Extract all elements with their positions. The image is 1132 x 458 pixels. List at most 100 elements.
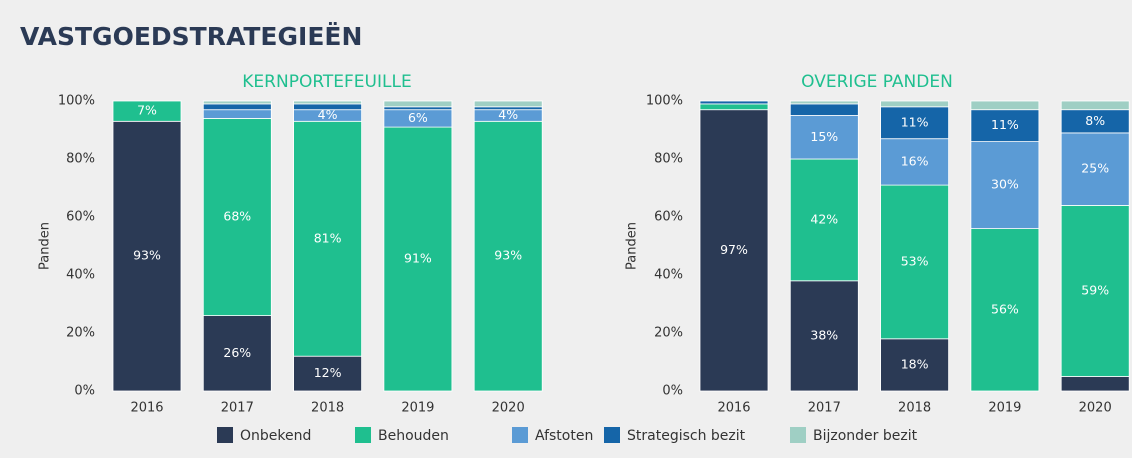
legend-swatch: [790, 427, 806, 443]
data-label: 4%: [318, 107, 338, 122]
x-tick-label: 2020: [1079, 401, 1112, 416]
y-tick-label: 0%: [662, 384, 683, 399]
data-label: 8%: [1085, 113, 1105, 128]
bar-segment: [880, 184, 949, 340]
legend-label: Behouden: [378, 428, 449, 444]
bar-segment: [202, 315, 272, 392]
bar-segment: [789, 115, 859, 160]
x-tick-label: 2019: [401, 401, 434, 416]
y-tick-label: 100%: [646, 94, 683, 109]
y-axis-label: Panden: [625, 222, 640, 270]
x-tick-label: 2018: [898, 401, 931, 416]
legend-swatch: [217, 427, 233, 443]
data-label: 97%: [720, 242, 748, 257]
legend-label: Afstoten: [535, 428, 593, 444]
bar-segment: [202, 118, 272, 316]
y-tick-label: 60%: [66, 210, 95, 225]
bar-segment: [112, 100, 182, 122]
bar-segment: [789, 158, 859, 282]
bar-segment: [383, 100, 453, 108]
x-tick-label: 2017: [808, 401, 841, 416]
bar-segment: [1060, 100, 1130, 111]
page-title: VASTGOEDSTRATEGIEËN: [20, 21, 362, 51]
bar-segment: [699, 109, 769, 392]
data-label: 93%: [494, 248, 522, 263]
chart-title: OVERIGE PANDEN: [801, 72, 953, 92]
bar-segment: [880, 100, 949, 108]
y-tick-label: 80%: [66, 152, 95, 167]
data-label: 12%: [314, 365, 342, 380]
bar-segment: [880, 106, 949, 140]
bar-segment: [383, 106, 453, 111]
y-tick-label: 0%: [74, 384, 95, 399]
data-label: 6%: [408, 110, 428, 125]
data-label: 42%: [810, 211, 838, 226]
bar-segment: [880, 138, 949, 186]
bar-segment: [202, 109, 272, 119]
bar-segment: [293, 103, 363, 111]
chart-title: KERNPORTEFEUILLE: [242, 72, 411, 92]
bar-segment: [789, 100, 859, 105]
bar-segment: [1060, 204, 1130, 377]
bar-segment: [1060, 376, 1130, 392]
data-label: 30%: [991, 177, 1019, 192]
data-label: 26%: [223, 345, 251, 360]
bar-segment: [970, 109, 1040, 142]
legend-label: Strategisch bezit: [627, 428, 746, 444]
legend-label: Bijzonder bezit: [813, 428, 918, 444]
data-label: 7%: [137, 103, 157, 118]
bar-segment: [202, 100, 272, 105]
y-axis-label: Panden: [38, 222, 53, 270]
bar-segment: [293, 120, 363, 357]
data-label: 91%: [404, 251, 432, 266]
x-tick-label: 2018: [311, 401, 344, 416]
y-tick-label: 40%: [654, 268, 683, 283]
data-label: 38%: [810, 327, 838, 342]
legend-swatch: [512, 427, 528, 443]
x-tick-label: 2017: [221, 401, 254, 416]
data-label: 93%: [133, 248, 161, 263]
y-tick-label: 60%: [654, 210, 683, 225]
data-label: 11%: [991, 117, 1019, 132]
data-label: 18%: [901, 356, 929, 371]
bar-segment: [970, 100, 1040, 111]
data-label: 68%: [223, 209, 251, 224]
data-label: 53%: [901, 253, 929, 268]
data-label: 81%: [314, 230, 342, 245]
x-tick-label: 2016: [717, 401, 750, 416]
bar-segment: [473, 100, 543, 108]
y-tick-label: 80%: [654, 152, 683, 167]
x-tick-label: 2016: [130, 401, 163, 416]
bar-segment: [699, 103, 769, 111]
data-label: 25%: [1081, 161, 1109, 176]
y-tick-label: 100%: [58, 94, 95, 109]
bar-segment: [699, 100, 769, 105]
y-tick-label: 20%: [654, 326, 683, 341]
legend-swatch: [604, 427, 620, 443]
bar-segment: [789, 103, 859, 116]
bar-segment: [970, 228, 1040, 392]
bar-segment: [880, 338, 949, 392]
legend-label: Onbekend: [240, 428, 311, 444]
bar-segment: [473, 106, 543, 111]
data-label: 16%: [901, 153, 929, 168]
bar-segment: [112, 120, 182, 392]
x-tick-label: 2020: [492, 401, 525, 416]
bar-segment: [789, 280, 859, 392]
bar-segment: [970, 141, 1040, 230]
y-tick-label: 20%: [66, 326, 95, 341]
data-label: 56%: [991, 301, 1019, 316]
legend-swatch: [355, 427, 371, 443]
data-label: 15%: [810, 129, 838, 144]
x-tick-label: 2019: [988, 401, 1021, 416]
bar-segment: [1060, 132, 1130, 206]
data-label: 59%: [1081, 282, 1109, 297]
bar-segment: [293, 100, 363, 105]
bar-segment: [473, 120, 543, 392]
data-label: 11%: [901, 114, 929, 129]
y-tick-label: 40%: [66, 268, 95, 283]
bar-segment: [202, 103, 272, 111]
data-label: 4%: [498, 107, 518, 122]
bar-segment: [383, 126, 453, 392]
